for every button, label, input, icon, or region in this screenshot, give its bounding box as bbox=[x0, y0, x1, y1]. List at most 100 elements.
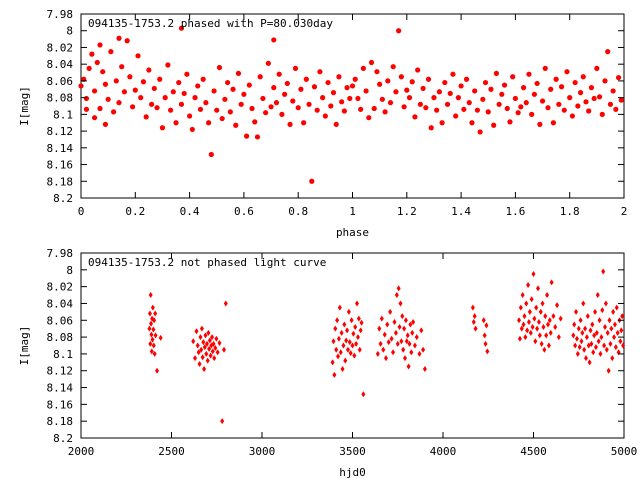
chart-title: 094135-1753.2 not phased light curve bbox=[88, 256, 326, 269]
data-point bbox=[378, 340, 383, 347]
data-point bbox=[200, 76, 206, 82]
data-point bbox=[606, 367, 611, 374]
data-point bbox=[412, 342, 417, 349]
data-point bbox=[355, 95, 361, 102]
data-point bbox=[206, 329, 211, 336]
data-point bbox=[194, 328, 199, 335]
data-point bbox=[553, 324, 558, 330]
y-tick-label: 8.02 bbox=[47, 41, 74, 54]
data-point bbox=[333, 325, 338, 332]
data-point bbox=[219, 115, 225, 122]
data-point bbox=[529, 111, 535, 117]
data-point bbox=[91, 88, 98, 94]
data-point bbox=[401, 104, 407, 110]
data-point bbox=[477, 129, 483, 135]
data-point bbox=[389, 335, 394, 342]
data-point bbox=[499, 91, 505, 97]
data-point bbox=[339, 329, 344, 336]
data-point bbox=[331, 338, 336, 345]
data-point bbox=[386, 339, 391, 346]
data-point bbox=[576, 325, 581, 332]
data-point bbox=[334, 346, 339, 353]
data-point bbox=[594, 329, 599, 336]
data-point bbox=[184, 71, 190, 77]
y-tick-label: 8.18 bbox=[47, 415, 74, 428]
data-point bbox=[379, 315, 384, 322]
x-axis-label: hjd0 bbox=[339, 466, 366, 479]
data-point bbox=[225, 79, 231, 86]
data-point bbox=[292, 65, 299, 71]
data-point bbox=[211, 88, 217, 94]
data-point bbox=[159, 125, 166, 131]
data-point bbox=[241, 91, 247, 97]
data-point bbox=[583, 99, 589, 105]
data-point bbox=[140, 79, 147, 85]
data-point bbox=[425, 76, 432, 82]
data-point bbox=[404, 87, 410, 93]
data-point bbox=[91, 115, 98, 121]
data-point bbox=[295, 105, 301, 111]
data-point bbox=[572, 79, 578, 86]
data-point bbox=[97, 105, 103, 112]
y-tick-label: 8.04 bbox=[47, 58, 74, 71]
y-axis-label: I[mag] bbox=[18, 326, 31, 366]
data-point bbox=[371, 105, 377, 112]
data-point bbox=[558, 84, 565, 90]
data-point bbox=[534, 304, 539, 311]
data-point bbox=[522, 313, 527, 320]
data-point bbox=[148, 101, 155, 107]
data-points bbox=[78, 25, 624, 184]
data-point bbox=[254, 134, 261, 140]
data-point bbox=[422, 366, 427, 373]
data-point bbox=[173, 120, 179, 126]
data-point bbox=[518, 104, 524, 110]
data-point bbox=[410, 329, 415, 336]
data-point bbox=[360, 65, 366, 71]
data-point bbox=[357, 346, 362, 353]
data-point bbox=[453, 113, 459, 119]
data-point bbox=[607, 101, 614, 107]
data-point bbox=[473, 325, 478, 332]
data-point bbox=[167, 107, 174, 113]
data-point bbox=[199, 346, 204, 353]
data-point bbox=[569, 113, 576, 119]
data-point bbox=[317, 69, 323, 75]
data-point bbox=[358, 106, 364, 112]
data-point bbox=[235, 70, 242, 76]
data-point bbox=[341, 108, 347, 114]
data-point bbox=[461, 106, 467, 112]
data-point bbox=[523, 100, 529, 106]
data-point bbox=[556, 334, 561, 341]
data-point bbox=[584, 334, 589, 341]
data-point bbox=[539, 98, 546, 104]
phased-light-curve-panel: 0 0.2 0.4 0.6 0.8 1 1.2 1.4 1.6 1.8 2 7.98 8 8.02 8.04… bbox=[18, 8, 627, 239]
data-point bbox=[328, 103, 334, 109]
data-point bbox=[102, 121, 109, 127]
data-point bbox=[349, 83, 356, 89]
data-point bbox=[204, 350, 209, 357]
data-point bbox=[615, 329, 620, 336]
data-point bbox=[481, 317, 486, 324]
x-tick-label: 2500 bbox=[158, 445, 185, 458]
data-point bbox=[150, 336, 155, 343]
data-point bbox=[143, 114, 149, 120]
data-point bbox=[381, 346, 386, 353]
data-point bbox=[541, 324, 546, 330]
data-point bbox=[352, 76, 358, 82]
data-point bbox=[309, 178, 315, 184]
data-point bbox=[548, 86, 554, 92]
data-point bbox=[597, 317, 602, 324]
data-point bbox=[336, 353, 341, 360]
data-point bbox=[333, 121, 339, 127]
x-tick-label: 1.4 bbox=[451, 205, 471, 218]
data-point bbox=[396, 285, 401, 292]
data-point bbox=[129, 104, 136, 110]
data-point bbox=[366, 115, 372, 121]
data-point bbox=[577, 90, 584, 96]
plot-frame bbox=[80, 13, 625, 199]
data-point bbox=[233, 122, 239, 128]
data-point bbox=[517, 335, 522, 342]
data-point bbox=[602, 342, 607, 349]
data-point bbox=[382, 331, 387, 338]
